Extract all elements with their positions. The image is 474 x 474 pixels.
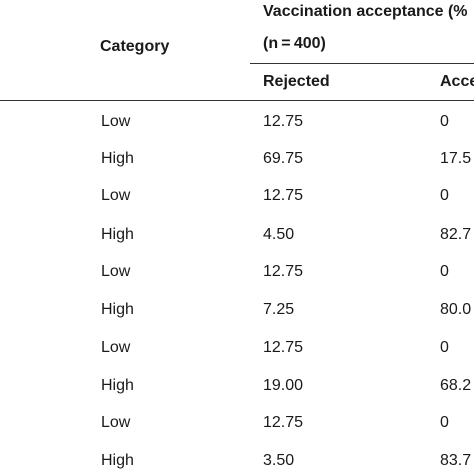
header-group-rule [250, 63, 474, 64]
cell-rejected: 12.75 [263, 187, 304, 204]
cell-accepted: 80.0 [440, 301, 472, 318]
cell-accepted: 0 [440, 414, 449, 431]
header-bottom-rule [0, 100, 474, 101]
cell-rejected: 69.75 [263, 150, 304, 167]
cell-rejected: 3.50 [263, 452, 295, 469]
cell-category: High [101, 377, 134, 394]
cell-category: High [101, 150, 134, 167]
cell-category: Low [101, 113, 131, 130]
header-sample-size: (n = 400) [263, 35, 326, 52]
header-category: Category [100, 38, 170, 55]
cell-accepted: 68.2 [440, 377, 472, 394]
cell-accepted: 0 [440, 339, 449, 356]
cell-category: High [101, 301, 134, 318]
cell-category: High [101, 452, 134, 469]
cell-accepted: 83.7 [440, 452, 472, 469]
cell-accepted: 0 [440, 263, 449, 280]
cell-category: Low [101, 339, 131, 356]
cell-category: Low [101, 187, 131, 204]
cell-accepted: 0 [440, 113, 449, 130]
header-rejected: Rejected [263, 73, 330, 90]
cell-rejected: 7.25 [263, 301, 295, 318]
cell-rejected: 4.50 [263, 226, 295, 243]
cell-rejected: 12.75 [263, 263, 304, 280]
cell-rejected: 19.00 [263, 377, 304, 394]
cell-rejected: 12.75 [263, 339, 304, 356]
cell-category: Low [101, 263, 131, 280]
cell-accepted: 82.7 [440, 226, 472, 243]
cell-category: High [101, 226, 134, 243]
cell-category: Low [101, 414, 131, 431]
cell-accepted: 17.5 [440, 150, 472, 167]
cell-rejected: 12.75 [263, 113, 304, 130]
cell-rejected: 12.75 [263, 414, 304, 431]
cell-accepted: 0 [440, 187, 449, 204]
header-vaccination-acceptance: Vaccination acceptance (% [263, 3, 468, 20]
header-accepted: Acce [440, 73, 474, 90]
